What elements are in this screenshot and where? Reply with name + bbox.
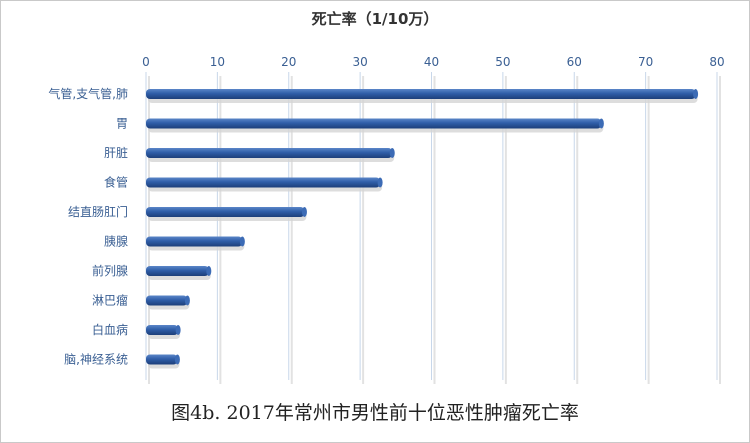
category-label: 胃 [116,117,128,131]
bar-end-cap [301,207,307,217]
bar [146,325,179,335]
bar-end-cap [239,236,245,247]
bar [146,207,305,217]
bar-end-cap [174,354,180,365]
x-tick-label: 10 [210,55,225,69]
category-label: 胰腺 [104,235,128,249]
category-label: 前列腺 [92,263,128,278]
x-tick-label: 0 [142,55,150,69]
category-label: 淋巴瘤 [92,293,128,308]
bar [146,266,209,276]
x-tick-label: 20 [281,55,296,69]
bar-end-cap [175,325,181,335]
x-tick-label: 40 [424,55,439,69]
bar [146,118,602,129]
bar-end-cap [184,295,190,306]
x-tick-label: 60 [567,55,582,69]
figure-caption: 图4b. 2017年常州市男性前十位恶性肿瘤死亡率 [171,402,579,424]
bar-end-cap [598,118,604,129]
x-tick-label: 50 [495,55,510,69]
category-label: 脑,神经系统 [64,353,128,367]
bar [146,354,178,365]
bar [146,236,243,247]
bar [146,177,381,188]
x-tick-label: 80 [709,55,724,69]
bar [146,148,393,158]
bar-end-cap [377,177,383,188]
category-label: 食管 [104,175,128,190]
category-label: 肝脏 [104,145,128,160]
category-label: 白血病 [92,322,128,337]
axis-title: 死亡率（1/10万） [311,10,439,28]
category-label: 气管,支气管,肺 [48,86,128,101]
x-tick-label: 30 [352,55,367,69]
bar-end-cap [693,89,699,99]
bar [146,295,188,306]
bar-end-cap [389,148,395,158]
category-label: 结直肠肛门 [68,204,128,219]
bar-end-cap [206,266,212,276]
bar [146,89,696,99]
x-tick-label: 70 [638,55,653,69]
